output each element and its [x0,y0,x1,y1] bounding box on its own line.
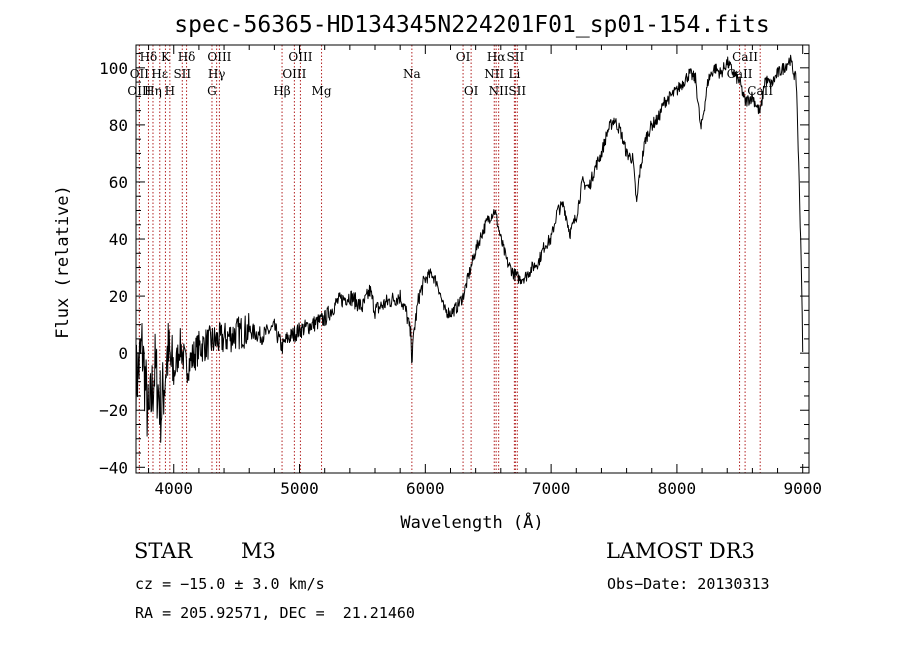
spectral-lines-layer [138,45,761,473]
y-tick-label: −40 [99,458,128,477]
y-tick-label: 60 [109,173,128,192]
x-tick-label: 5000 [280,479,319,498]
y-axis-label: Flux (relative) [53,185,73,339]
x-tick-label: 4000 [154,479,193,498]
spectral-line-label: Hε [151,67,168,81]
survey-name: LAMOST DR3 [606,539,755,563]
spectrum-layer [135,54,804,443]
x-tick-label: 6000 [406,479,445,498]
spectral-line-label: OIII [288,50,312,64]
line-labels-layer: Hδ OII OIII K Hε Hη H Hδ SII OIII Hγ G OIII OIII Hβ Mg N… [127,50,773,98]
coordinates-text: RA = 205.92571, DEC = 21.21460 [135,604,415,622]
spectral-line-label: SII [508,84,526,98]
spectral-line-label: Na [403,67,421,81]
spectral-line-label: OI [464,84,479,98]
spectral-line-label: Li [508,67,520,81]
plot-frame [135,44,810,474]
object-subclass: M3 [241,539,276,563]
spectral-line-label: H [165,84,175,98]
y-tick-label: 100 [99,59,128,78]
spectral-line-label: G [207,84,217,98]
obs-date-text: Obs−Date: 20130313 [607,575,770,593]
spectral-line-label: SII [507,50,525,64]
object-class: STAR [134,539,193,563]
spectral-line-label: OI [456,50,471,64]
spectral-line-label: OIII [127,84,151,98]
spectral-line-label: OII [130,67,150,81]
spectral-line-label: OIII [282,67,306,81]
spectral-line-label: CaII [747,84,773,98]
spectral-line-label: Hδ [140,50,158,64]
y-tick-label: −20 [99,401,128,420]
spectral-line-label: Hα [487,50,506,64]
spectrum-line [135,54,804,443]
y-tick-label: 80 [109,116,128,135]
y-tick-label: 0 [118,344,128,363]
spectral-line-label: Hδ [178,50,196,64]
spectral-line-label: NII [489,84,509,98]
y-tick-label: 20 [109,287,128,306]
spectral-line-label: NII [484,67,504,81]
spectral-line-label: Hγ [208,67,226,81]
spectral-line-label: SII [173,67,191,81]
x-axis-label: Wavelength (Å) [400,511,543,533]
x-tick-label: 7000 [532,479,571,498]
spectral-line-label: CaII [732,50,758,64]
redshift-text: cz = −15.0 ± 3.0 km/s [135,575,325,593]
x-tick-label: 9000 [783,479,822,498]
spectral-line-label: OIII [207,50,231,64]
spectral-line-label: Hβ [273,84,290,98]
spectral-line-label: Mg [312,84,332,98]
y-tick-label: 40 [109,230,128,249]
spectral-line-label: Hη [144,84,162,98]
chart-title: spec-56365-HD134345N224201F01_sp01-154.f… [174,12,769,38]
axes-layer: 4000 5000 6000 7000 8000 9000 −40 −20 0 20 40 60 80 1… [99,44,822,498]
x-tick-label: 8000 [658,479,697,498]
spectral-line-label: K [161,50,171,64]
spectral-line-label: CaII [727,67,753,81]
